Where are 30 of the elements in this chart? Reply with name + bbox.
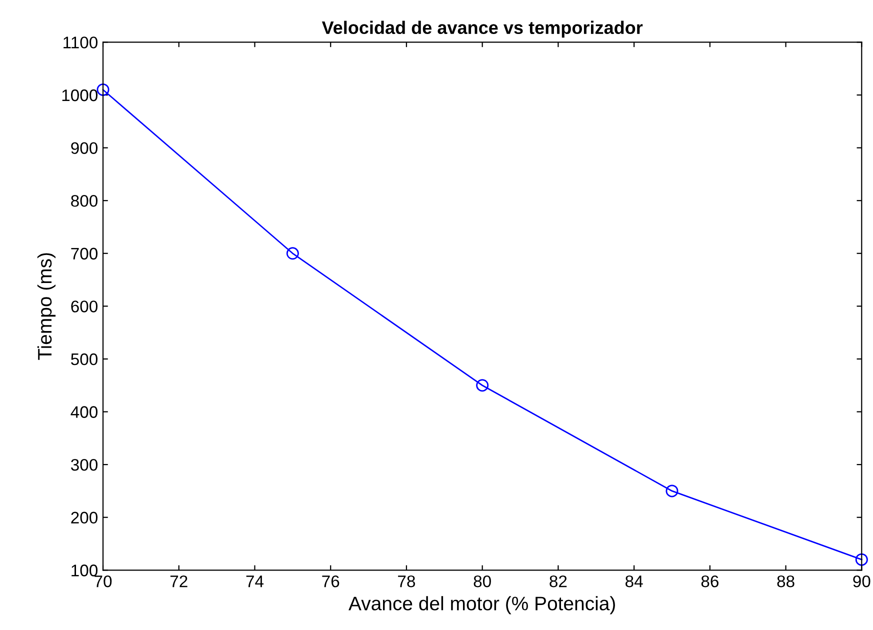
x-tick-label: 72 [170,575,188,588]
point [476,379,489,392]
y-tick-label: 600 [71,300,98,312]
x-tick-label: 86 [701,575,718,588]
y-axis-title: Tiempo (ms) [37,253,56,360]
x-tick-label: 76 [322,575,340,588]
x-tick-label: 78 [398,575,416,588]
point [666,484,678,498]
y-tick-label: 800 [71,194,98,207]
y-tick-label: 1000 [62,89,98,102]
x-tick-label: 70 [94,575,112,588]
x-tick-label: 88 [777,575,794,588]
y-tick-label: 500 [71,353,98,366]
x-tick-label: 80 [474,575,491,588]
y-tick-label: 900 [71,142,98,154]
y-tick-label: 200 [71,512,98,524]
x-tick-label: 82 [550,575,567,588]
y-tick-label: 100 [72,564,98,576]
point [855,553,868,566]
x-tick-label: 84 [626,575,643,588]
y-tick-label: 1100 [64,36,98,48]
x-axis-title: Avance del motor (% Potencia) [348,596,615,614]
point [286,247,299,260]
y-tick-label: 400 [70,406,98,418]
y-tick-label: 700 [71,248,98,260]
chart-title: Velocidad de avance vs temporizador [322,20,643,38]
x-tick-label: 74 [246,576,264,588]
y-tick-label: 300 [70,458,98,471]
point [96,83,110,96]
x-tick-label: 90 [853,575,870,588]
